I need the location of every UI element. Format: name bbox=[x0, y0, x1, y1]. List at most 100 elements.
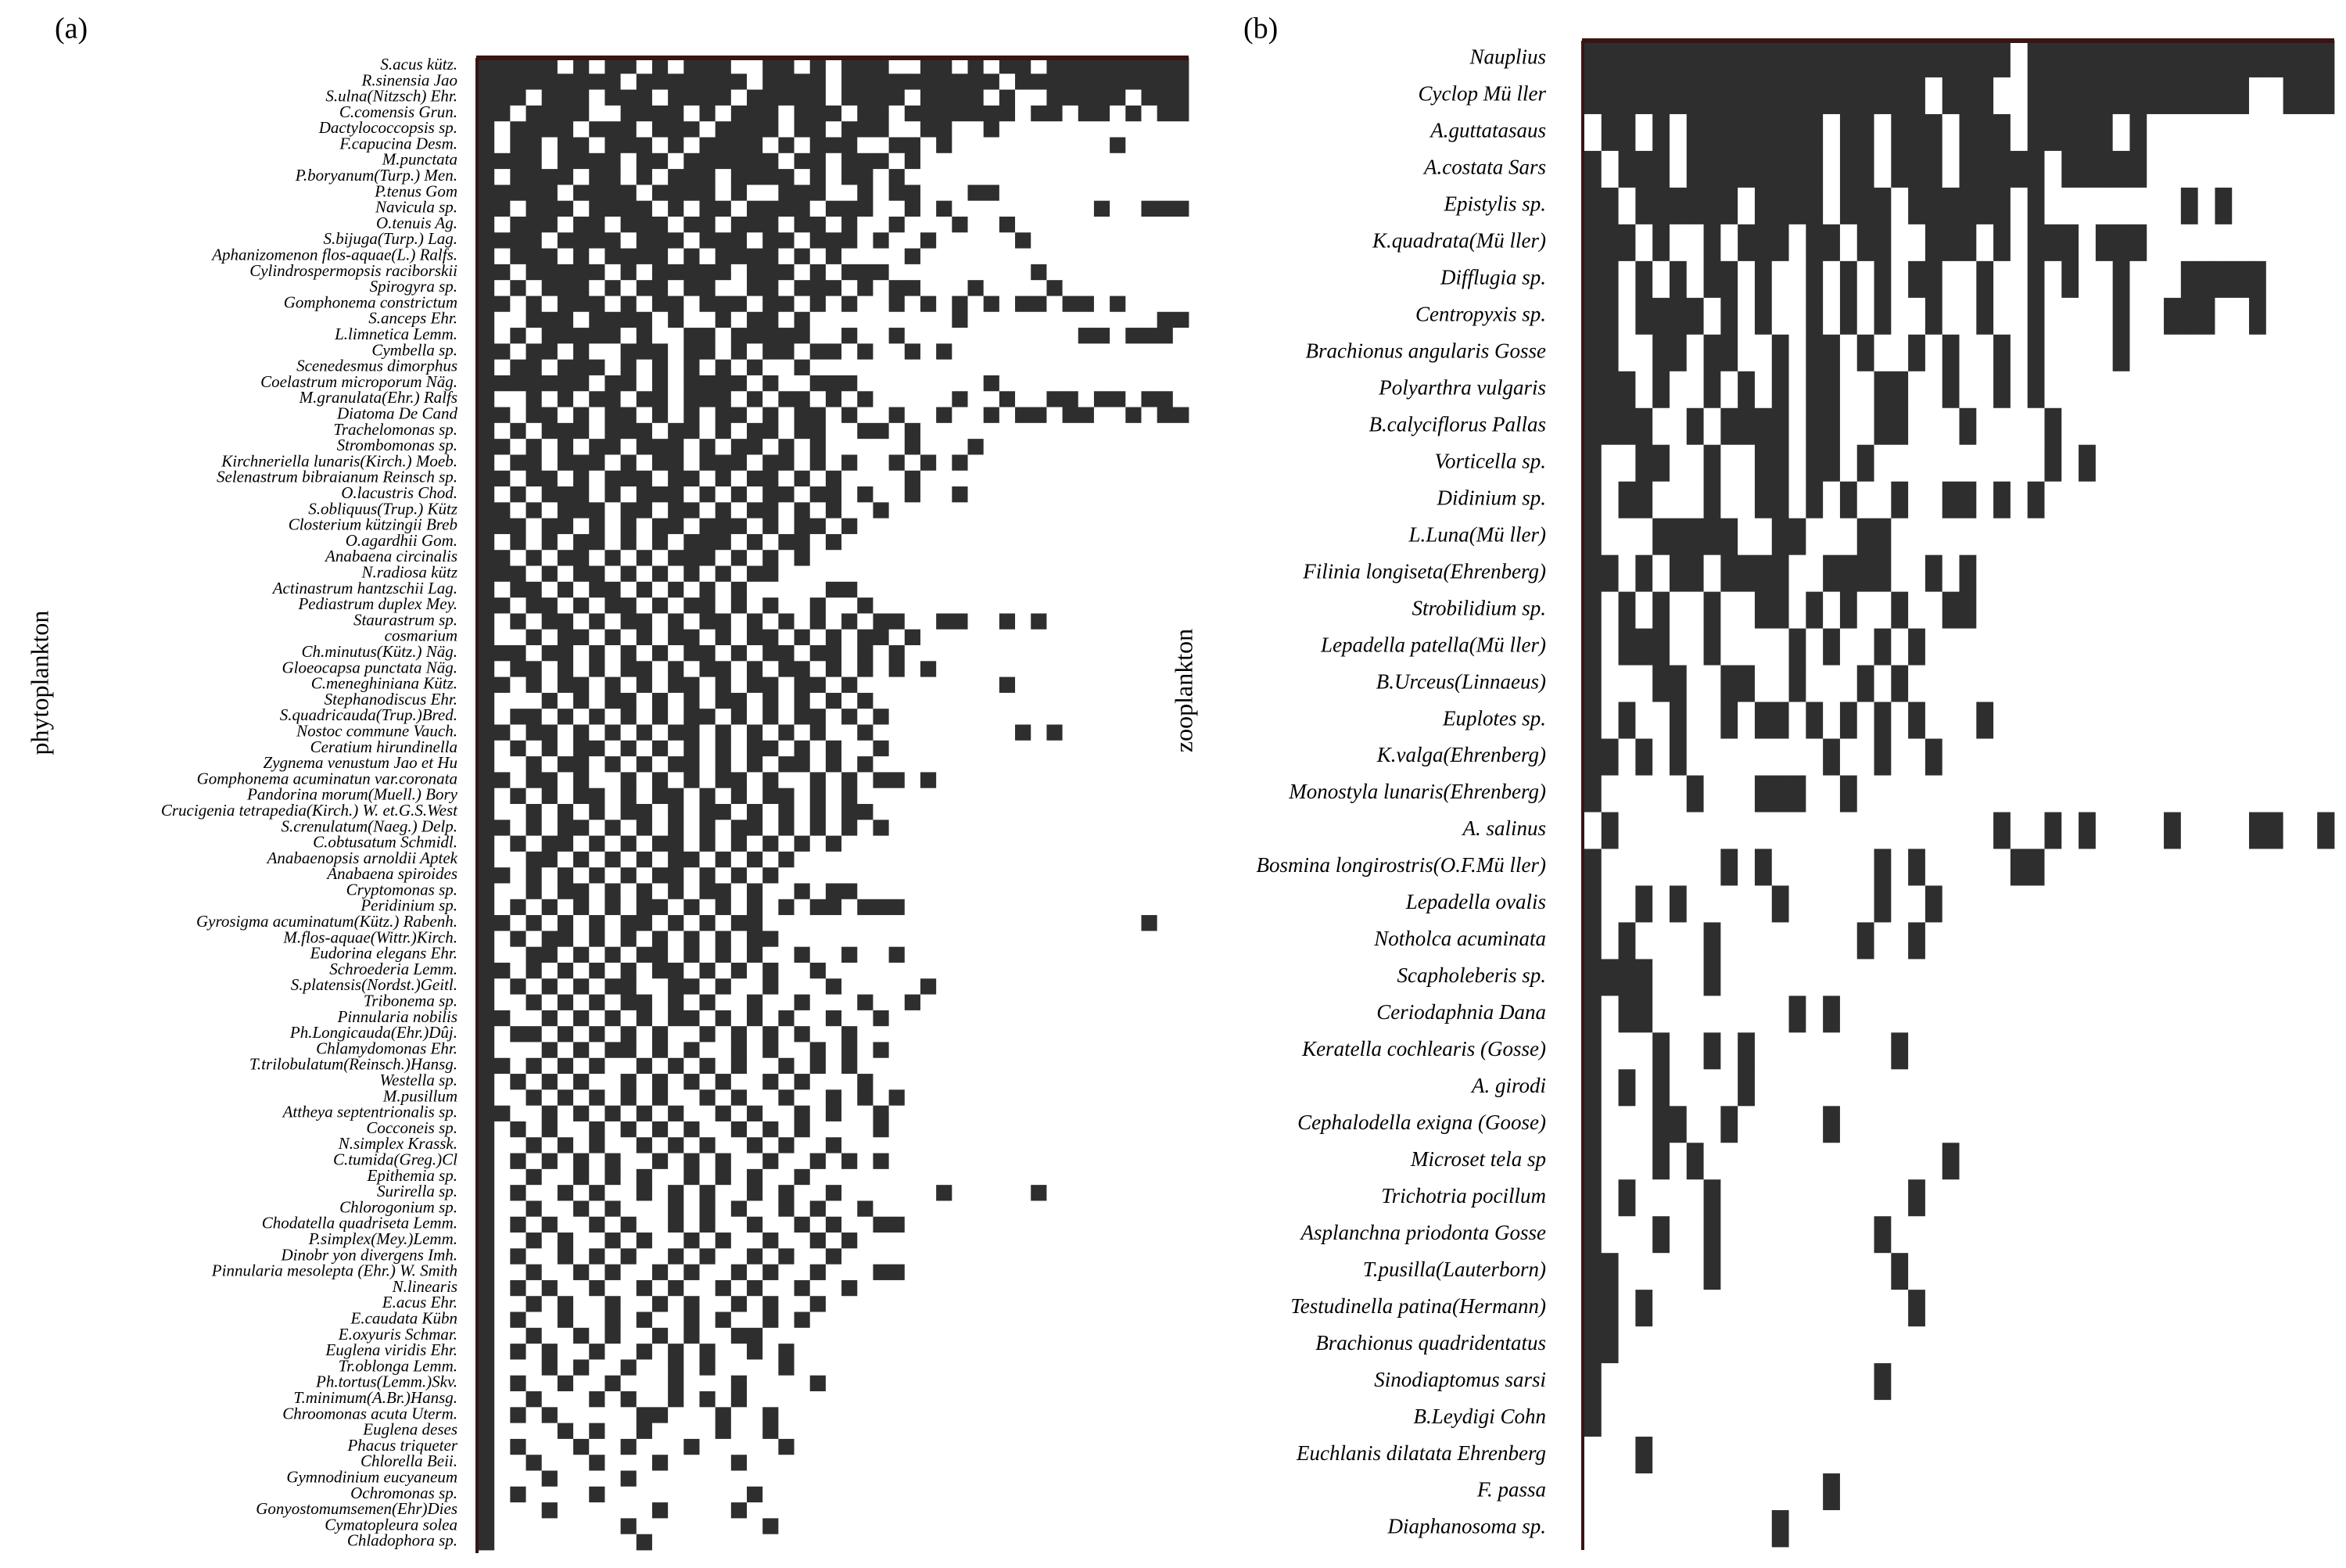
cell bbox=[952, 121, 968, 138]
cell bbox=[573, 1518, 590, 1535]
cell bbox=[920, 439, 937, 455]
cell bbox=[794, 835, 811, 852]
cell bbox=[589, 200, 605, 217]
cell bbox=[494, 470, 511, 487]
cell bbox=[1015, 1248, 1031, 1265]
row-label: Didinium sp. bbox=[1436, 486, 1546, 509]
cell bbox=[967, 1233, 985, 1249]
cell bbox=[1046, 1518, 1063, 1535]
cell bbox=[2164, 297, 2182, 335]
cell bbox=[1110, 1455, 1126, 1471]
cell bbox=[983, 1089, 1000, 1107]
cell bbox=[2112, 150, 2130, 188]
cell bbox=[526, 820, 543, 836]
cell bbox=[1125, 1407, 1142, 1424]
cell bbox=[1771, 187, 1789, 225]
cell bbox=[510, 804, 526, 820]
cell bbox=[620, 185, 637, 202]
cell bbox=[526, 867, 543, 884]
cell bbox=[715, 709, 732, 725]
cell bbox=[1141, 216, 1158, 233]
cell bbox=[952, 1153, 968, 1170]
cell bbox=[778, 1010, 795, 1027]
cell bbox=[841, 518, 858, 535]
cell bbox=[825, 1200, 842, 1218]
cell bbox=[683, 359, 700, 376]
cell bbox=[557, 1057, 574, 1075]
cell bbox=[1172, 216, 1189, 233]
cell bbox=[1093, 185, 1110, 202]
cell bbox=[715, 820, 732, 836]
cell bbox=[794, 645, 811, 662]
row-label: Attheya septentrionalis sp. bbox=[282, 1103, 457, 1121]
cell bbox=[1942, 334, 1960, 372]
cell bbox=[904, 661, 921, 678]
cell bbox=[952, 407, 968, 424]
cell bbox=[1172, 994, 1189, 1011]
cell bbox=[1062, 121, 1079, 138]
cell bbox=[636, 1296, 653, 1312]
cell bbox=[2232, 77, 2250, 115]
cell bbox=[699, 232, 716, 249]
cell bbox=[1015, 328, 1031, 344]
cell bbox=[1078, 1518, 1095, 1535]
cell bbox=[1925, 554, 1943, 593]
cell bbox=[1925, 224, 1943, 262]
cell bbox=[1110, 391, 1126, 407]
cell bbox=[604, 1375, 621, 1392]
cell bbox=[904, 1311, 921, 1329]
cell bbox=[541, 169, 558, 185]
cell bbox=[1062, 1216, 1079, 1233]
cell bbox=[1110, 661, 1126, 678]
cell bbox=[2215, 224, 2233, 262]
cell bbox=[778, 1026, 795, 1042]
cell bbox=[479, 629, 495, 646]
cell bbox=[983, 597, 1000, 614]
cell bbox=[1110, 565, 1126, 583]
cell bbox=[1141, 1153, 1158, 1170]
cell bbox=[1062, 645, 1079, 662]
row-label: B.calyciflorus Pallas bbox=[1369, 412, 1546, 436]
cell bbox=[1157, 1042, 1174, 1059]
cell bbox=[589, 264, 605, 281]
cell bbox=[967, 661, 985, 678]
row-label: E.acus Ehr. bbox=[382, 1293, 457, 1311]
cell bbox=[794, 676, 811, 694]
cell bbox=[857, 1185, 873, 1201]
cell bbox=[494, 1137, 511, 1154]
cell bbox=[778, 1344, 795, 1360]
cell bbox=[699, 978, 716, 995]
cell bbox=[1093, 1074, 1110, 1090]
cell bbox=[589, 1264, 605, 1281]
cell bbox=[1141, 200, 1158, 217]
cell bbox=[1046, 946, 1063, 963]
cell bbox=[888, 1438, 906, 1455]
cell bbox=[1062, 1344, 1079, 1360]
cell bbox=[1157, 867, 1174, 884]
cell bbox=[715, 613, 732, 630]
cell bbox=[1125, 867, 1142, 884]
cell bbox=[1110, 629, 1126, 646]
cell bbox=[794, 422, 811, 440]
cell bbox=[683, 264, 700, 281]
cell bbox=[794, 1248, 811, 1265]
cell bbox=[778, 645, 795, 662]
cell bbox=[494, 280, 511, 296]
cell bbox=[1976, 77, 1994, 115]
cell bbox=[1031, 391, 1047, 407]
cell bbox=[1031, 692, 1047, 709]
cell bbox=[1031, 89, 1047, 106]
row-label: Westella sp. bbox=[379, 1071, 457, 1089]
cell bbox=[730, 248, 748, 265]
cell bbox=[573, 1105, 590, 1122]
cell bbox=[636, 581, 653, 598]
cell bbox=[1157, 74, 1174, 90]
cell bbox=[573, 788, 590, 805]
cell bbox=[1093, 486, 1110, 503]
cell bbox=[620, 152, 637, 170]
cell bbox=[873, 1311, 890, 1329]
cell bbox=[510, 581, 526, 598]
cell bbox=[1976, 187, 1994, 225]
cell bbox=[730, 1518, 748, 1535]
cell bbox=[1062, 391, 1079, 407]
